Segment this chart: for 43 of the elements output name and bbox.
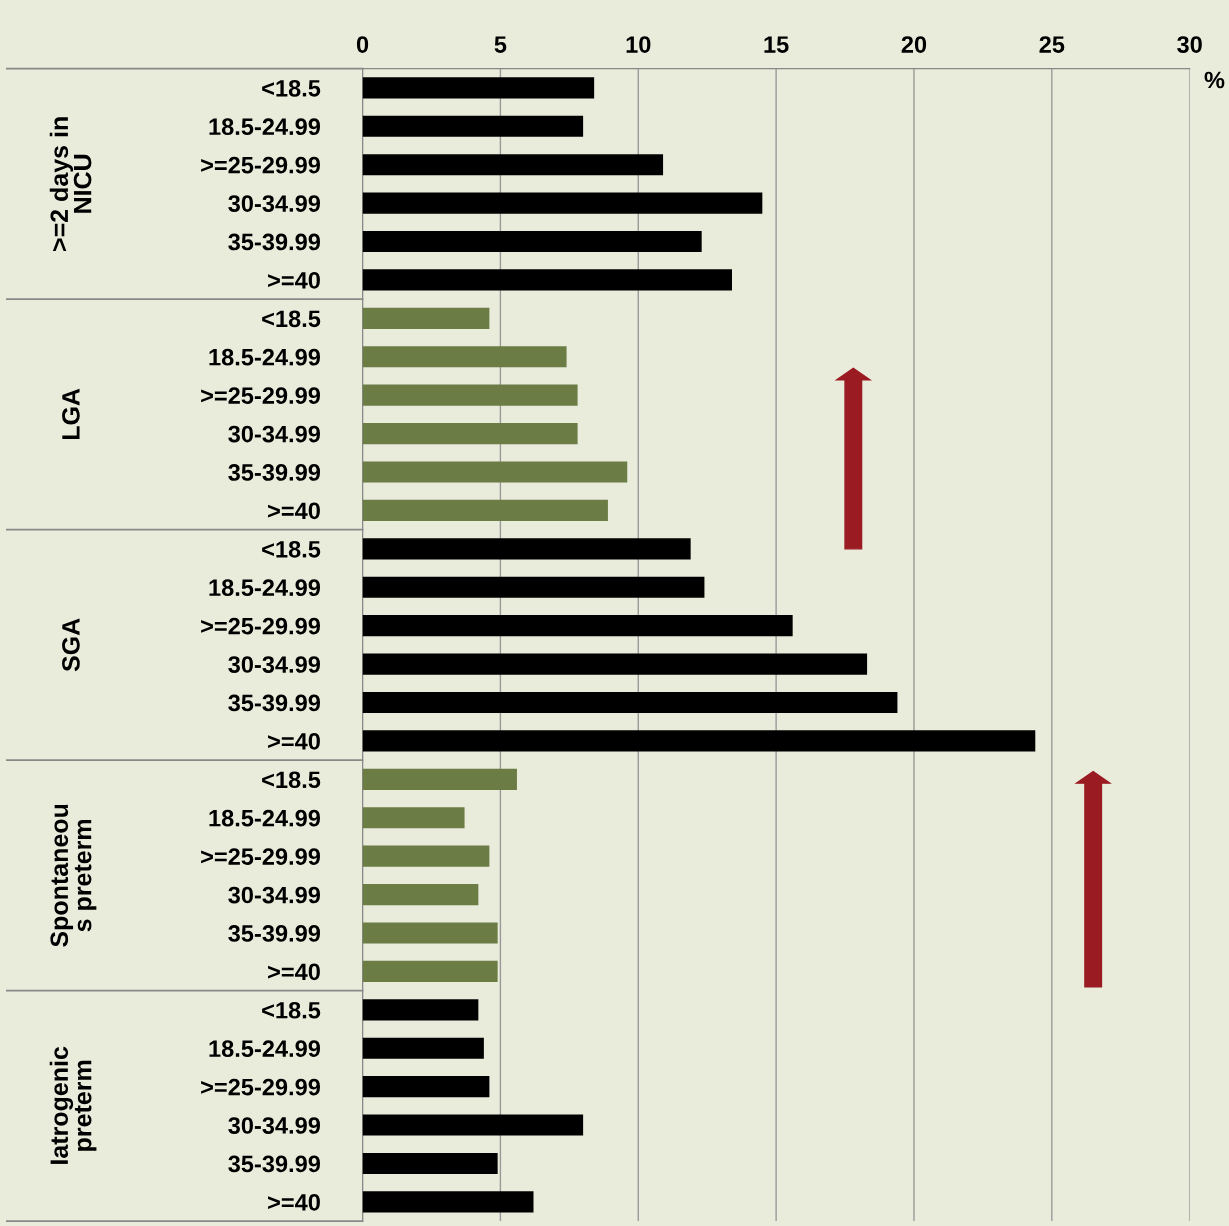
y-tick-label: >=25-29.99	[201, 156, 321, 174]
y-tick-label: 35-39.99	[228, 233, 321, 251]
y-tick-label: <18.5	[262, 310, 321, 328]
y-tick-label: <18.5	[262, 1001, 321, 1019]
x-tick-label: 15	[764, 36, 789, 53]
y-tick-label: 35-39.99	[228, 464, 321, 481]
y-tick-label: >=40	[268, 502, 320, 520]
y-tick-label: >=25-29.99	[201, 387, 321, 404]
text: LGA	[62, 388, 80, 440]
x-tick-label: 20	[901, 36, 927, 53]
y-tick-label: >=40	[268, 1193, 320, 1211]
text: SGA	[62, 618, 80, 672]
x-tick-label: 10	[626, 36, 651, 53]
y-tick-label: 30-34.99	[228, 195, 321, 212]
y-tick-label: >=25-29.99	[201, 848, 321, 865]
y-tick-label: 30-34.99	[228, 886, 321, 904]
y-tick-label: 18.5-24.99	[209, 1040, 321, 1058]
y-tick-label: <18.5	[262, 540, 321, 558]
x-tick-label: 5	[494, 36, 507, 53]
y-tick-label: 30-34.99	[228, 425, 321, 443]
y-tick-label: >=40	[268, 272, 320, 289]
y-tick-label: 18.5-24.99	[209, 118, 321, 136]
text: Spontaneou s preterm	[50, 804, 97, 947]
x-tick-label: 30	[1177, 36, 1202, 53]
y-tick-label: 35-39.99	[228, 694, 321, 712]
x-axis-title: %	[1204, 71, 1225, 89]
y-tick-label: >=40	[268, 732, 320, 750]
x-tick-label: 25	[1039, 36, 1065, 53]
y-tick-label: 35-39.99	[228, 925, 321, 942]
x-tick-label: 0	[356, 36, 369, 53]
y-tick-label: <18.5	[262, 771, 321, 789]
y-tick-label: 18.5-24.99	[209, 809, 321, 827]
y-tick-label: >=25-29.99	[201, 1078, 321, 1096]
text: >=2 days in NICU	[49, 117, 92, 251]
y-tick-label: 18.5-24.99	[209, 348, 321, 366]
y-tick-label: <18.5	[262, 79, 321, 97]
text: Iatrogenic preterm	[49, 1046, 97, 1164]
y-tick-label: 30-34.99	[228, 656, 321, 673]
y-tick-label: >=25-29.99	[201, 617, 321, 635]
y-tick-label: 18.5-24.99	[209, 579, 321, 597]
y-tick-label: 30-34.99	[228, 1117, 321, 1134]
y-tick-label: >=40	[268, 963, 320, 981]
y-tick-label: 35-39.99	[228, 1155, 321, 1173]
